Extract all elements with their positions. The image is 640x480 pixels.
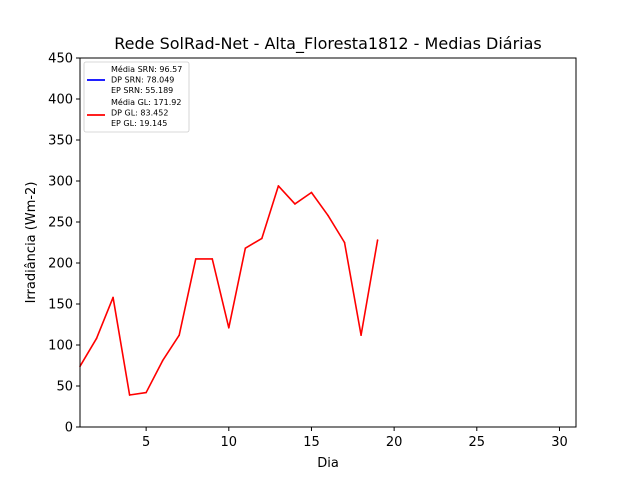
data-point	[327, 214, 329, 217]
data-point	[261, 237, 263, 240]
y-axis-ticks: 0 50 100 150 200 250 300 350 400 450	[48, 52, 80, 436]
data-point	[194, 258, 197, 260]
x-tick-label: 10	[221, 435, 238, 450]
plot-frame	[79, 57, 577, 428]
data-point	[228, 326, 230, 329]
data-point	[178, 334, 180, 336]
y-tick-label: 350	[48, 134, 73, 149]
legend-entry: EP GL: 19.145	[111, 119, 167, 128]
x-axis-ticks: 5 10 15 20 25 30	[142, 427, 568, 450]
x-axis-label: Dia	[317, 456, 339, 471]
data-point	[95, 337, 98, 340]
y-tick-label: 450	[48, 52, 73, 67]
legend-entry: Média GL: 171.92	[111, 97, 181, 107]
data-point	[376, 239, 379, 241]
series-layer	[79, 185, 379, 396]
data-point	[211, 258, 214, 260]
chart-title: Rede SolRad-Net - Alta_Floresta1812 - Me…	[114, 34, 542, 54]
y-axis-label: Irradiância (Wm-2)	[24, 182, 39, 304]
data-point	[112, 296, 114, 299]
legend-entry: DP GL: 83.452	[111, 109, 168, 118]
y-tick-label: 100	[48, 339, 73, 354]
x-tick-label: 20	[386, 435, 403, 450]
x-tick-label: 5	[142, 435, 150, 450]
data-point	[310, 191, 313, 194]
x-tick-label: 30	[551, 435, 568, 450]
x-tick-label: 25	[469, 435, 486, 450]
legend-entry: DP SRN: 78.049	[111, 76, 174, 85]
y-tick-label: 400	[48, 93, 73, 108]
legend-box	[83, 61, 190, 133]
data-point	[343, 241, 346, 244]
data-point	[360, 334, 362, 336]
y-tick-label: 50	[56, 380, 73, 395]
legend-entry: Média SRN: 96.57	[111, 64, 182, 74]
data-point	[161, 359, 164, 362]
data-point	[277, 185, 280, 187]
data-point	[294, 203, 296, 205]
data-point	[145, 391, 147, 394]
x-tick-label: 15	[303, 435, 320, 450]
legend-entry: EP SRN: 55.189	[111, 86, 173, 95]
y-tick-label: 0	[65, 421, 73, 436]
y-tick-label: 150	[48, 298, 73, 313]
y-tick-label: 300	[48, 175, 73, 190]
data-point	[244, 247, 247, 250]
y-tick-label: 250	[48, 216, 73, 231]
y-tick-label: 200	[48, 257, 73, 272]
data-point	[128, 394, 131, 396]
